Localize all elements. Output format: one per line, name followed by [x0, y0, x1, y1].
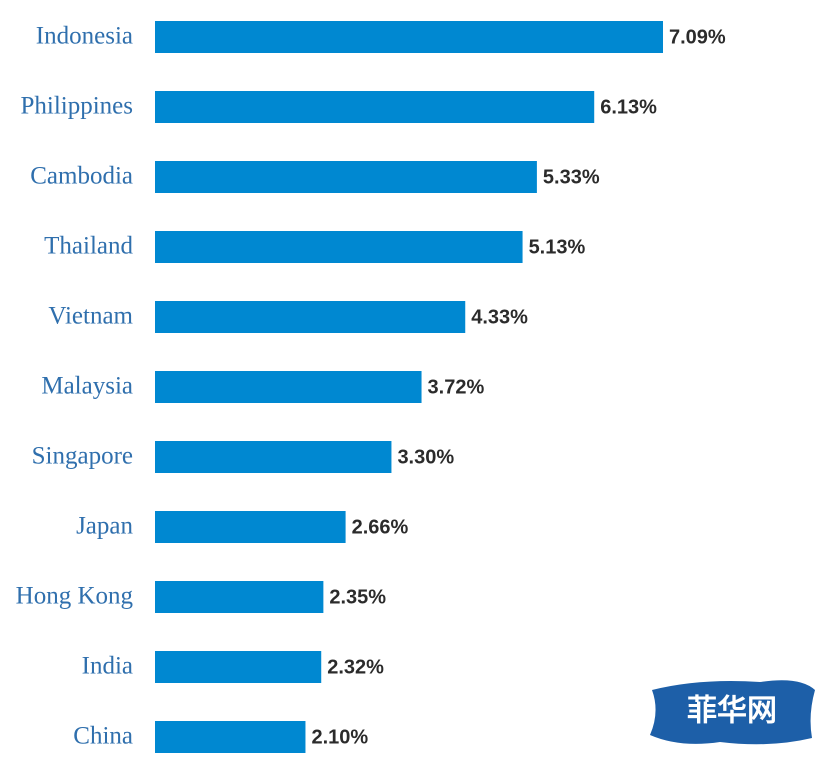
value-label: 2.35%	[329, 586, 386, 608]
value-label: 3.72%	[428, 376, 485, 398]
bar	[155, 91, 595, 123]
bar	[155, 301, 466, 333]
bar	[155, 441, 392, 473]
bar	[155, 371, 422, 403]
bar	[155, 161, 537, 193]
value-label: 5.13%	[529, 236, 586, 258]
category-label: China	[73, 723, 133, 750]
value-label: 5.33%	[543, 166, 600, 188]
bar	[155, 581, 324, 613]
bar	[155, 21, 663, 53]
value-label: 2.10%	[311, 726, 368, 748]
category-label: Indonesia	[36, 23, 133, 50]
category-label: Japan	[76, 513, 133, 540]
value-label: 4.33%	[471, 306, 528, 328]
bar	[155, 651, 322, 683]
bar	[155, 511, 346, 543]
category-label: Hong Kong	[16, 583, 134, 610]
category-label: Vietnam	[48, 303, 133, 330]
category-label: Malaysia	[41, 373, 133, 400]
category-label: Singapore	[32, 443, 133, 470]
category-label: Cambodia	[30, 163, 133, 190]
category-label: India	[82, 653, 133, 680]
value-label: 7.09%	[669, 26, 726, 48]
watermark: 菲华网	[650, 680, 815, 745]
watermark-badge	[650, 680, 815, 745]
value-label: 2.66%	[352, 516, 409, 538]
watermark-text: 菲华网	[687, 694, 777, 729]
bar	[155, 231, 523, 263]
value-label: 2.32%	[327, 656, 384, 678]
value-label: 3.30%	[397, 446, 454, 468]
bar	[155, 721, 306, 753]
value-label: 6.13%	[600, 96, 657, 118]
category-label: Philippines	[20, 93, 133, 120]
category-label: Thailand	[44, 233, 133, 260]
